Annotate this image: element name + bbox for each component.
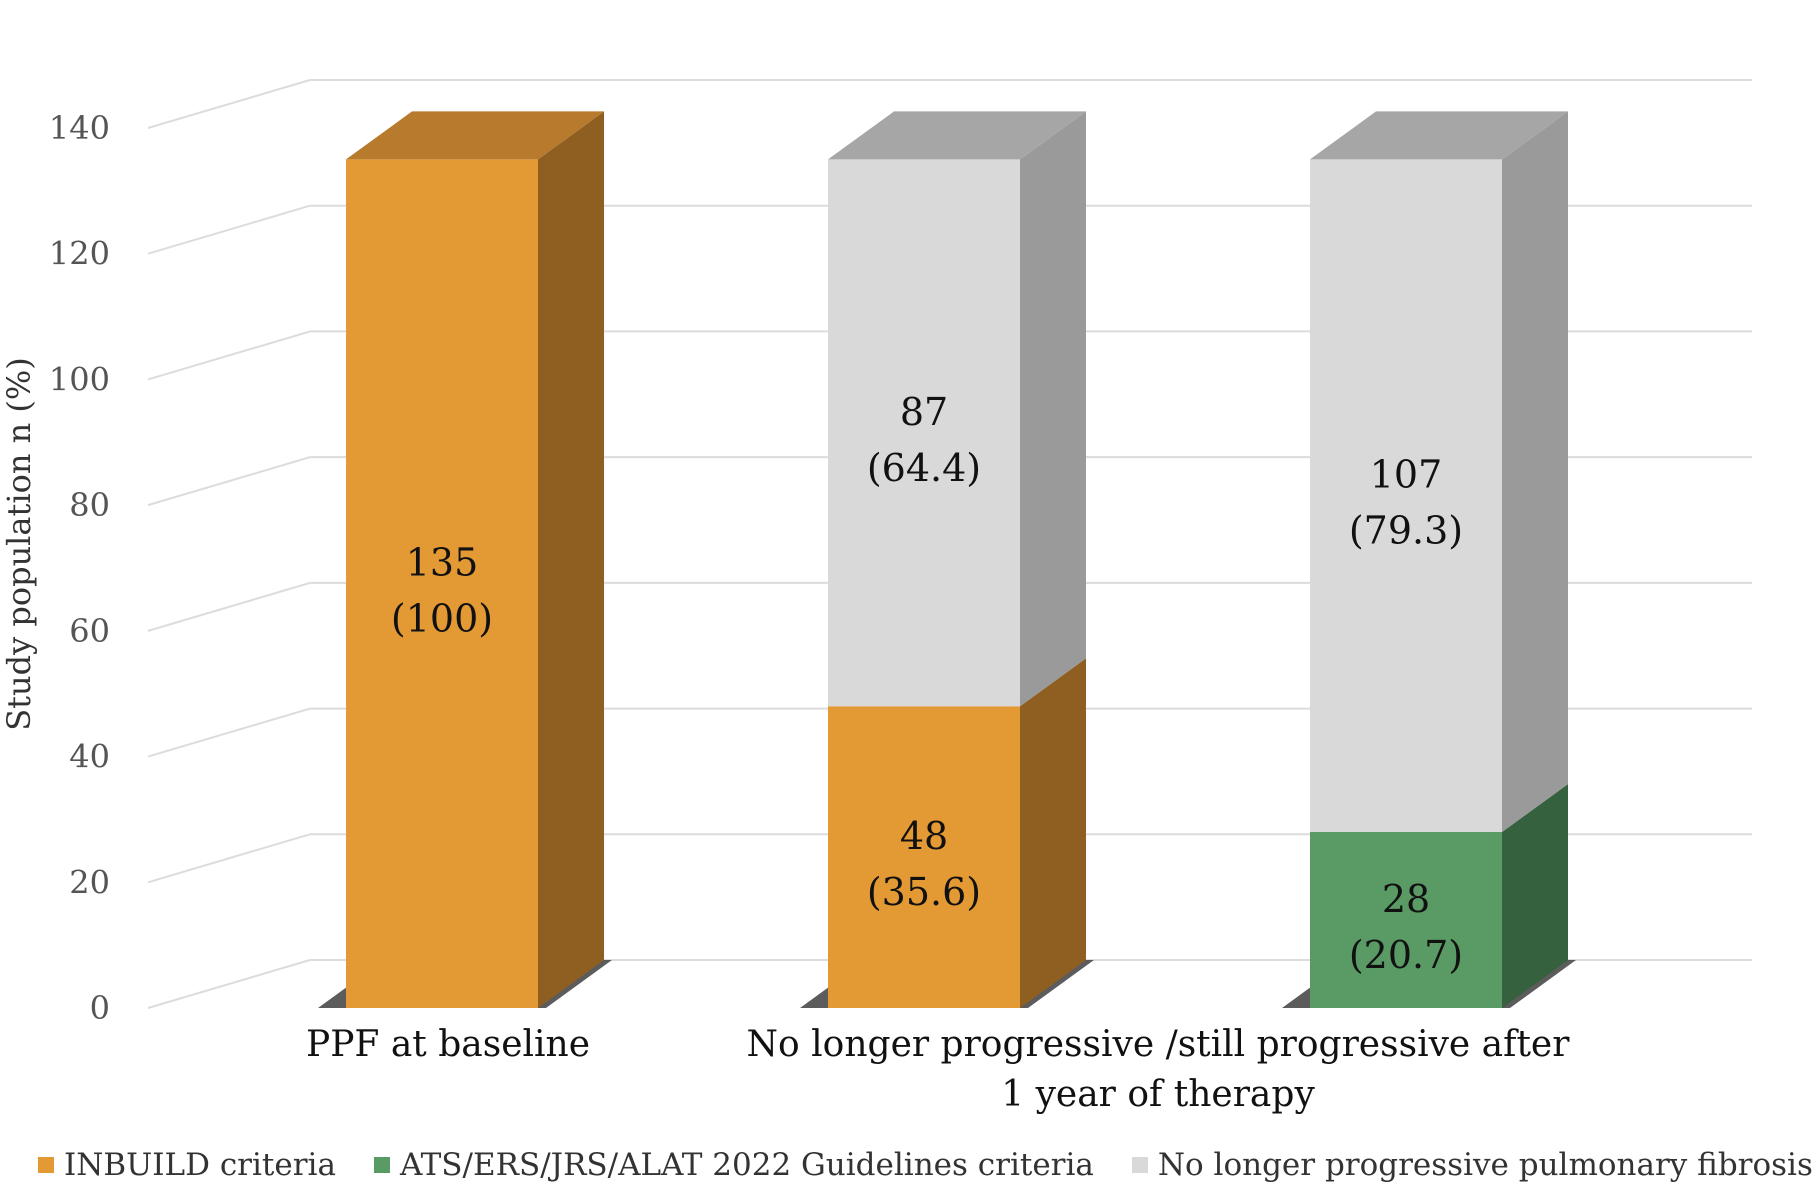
x-axis-labels: PPF at baseline No longer progressive /st… (306, 1024, 1570, 1115)
x-category-label: PPF at baseline (306, 1024, 590, 1065)
legend-swatch-ats-ers (373, 1157, 390, 1173)
bar-segment-front (828, 706, 1020, 1008)
y-tick-label: 40 (69, 738, 110, 776)
bar-segment: 135 (100) (346, 111, 604, 1008)
legend-label-ats-ers: ATS/ERS/JRS/ALAT 2022 Guidelines criteri… (399, 1147, 1094, 1183)
gridline-depth (147, 330, 311, 381)
y-tick-label: 140 (49, 109, 110, 147)
bar-segment-front (346, 159, 538, 1008)
data-label-percent: (20.7) (1349, 933, 1463, 977)
data-label-percent: (35.6) (867, 870, 981, 914)
bar-segment-side (1020, 111, 1086, 707)
legend-swatch-no-longer-progressive (1131, 1157, 1148, 1173)
y-tick-label: 20 (69, 863, 110, 901)
bars: 135 (100) 48 (35.6) 87 (64.4) 28 (20.7) 107 (79.3… (318, 111, 1576, 1008)
data-label-count: 107 (1370, 453, 1443, 497)
legend-item-no-longer-progressive: No longer progressive pulmonary fibrosis (1131, 1147, 1813, 1183)
gridline-depth (147, 581, 311, 632)
x-category-label: 1 year of therapy (1001, 1074, 1315, 1115)
x-category-label: No longer progressive /still progressive… (747, 1024, 1571, 1065)
y-tick-label: 100 (49, 360, 110, 398)
bar-3: 28 (20.7) 107 (79.3) (1282, 111, 1576, 1008)
gridline-depth (147, 707, 311, 758)
bar-1: 135 (100) (318, 111, 612, 1008)
bar-segment: 107 (79.3) (1310, 111, 1568, 832)
y-axis-ticks: 0 20 40 60 80 100 120 140 (49, 109, 110, 1027)
bar-2: 48 (35.6) 87 (64.4) (800, 111, 1094, 1008)
bar-segment-top (346, 111, 604, 160)
y-tick-label: 80 (69, 486, 110, 524)
gridline-depth (147, 833, 311, 884)
legend-item-inbuild: INBUILD criteria (38, 1147, 336, 1183)
y-tick-label: 120 (49, 235, 110, 273)
data-label-count: 48 (900, 814, 948, 858)
y-tick-label: 60 (69, 612, 110, 650)
y-axis-title: Study population n (%) (0, 357, 38, 731)
bar-segment: 48 (35.6) (828, 658, 1086, 1008)
bar-segment-side (1020, 658, 1086, 1008)
legend-item-ats-ers: ATS/ERS/JRS/ALAT 2022 Guidelines criteri… (373, 1147, 1094, 1183)
legend-label-inbuild: INBUILD criteria (64, 1147, 336, 1183)
bar-segment: 87 (64.4) (828, 111, 1086, 707)
bar-segment-side (1502, 111, 1568, 832)
data-label-count: 135 (406, 541, 479, 585)
gridline-depth (147, 79, 311, 129)
bar-segment-top (828, 111, 1086, 160)
gridline-depth (147, 204, 311, 255)
bar-segment-front (828, 159, 1020, 707)
bar-segment-front (1310, 832, 1502, 1008)
gridline-depth (147, 959, 311, 1009)
bar-segment-side (538, 111, 604, 1008)
bar-segment-top (1310, 111, 1568, 160)
legend: INBUILD criteria ATS/ERS/JRS/ALAT 2022 G… (38, 1143, 1813, 1187)
data-label-percent: (64.4) (867, 446, 981, 490)
bar-segment-side (1502, 784, 1568, 1008)
data-label-percent: (100) (391, 597, 493, 641)
bar-segment-front (1310, 159, 1502, 832)
gridline-depth (147, 456, 311, 507)
y-tick-label: 0 (90, 989, 110, 1027)
legend-label-no-longer-progressive: No longer progressive pulmonary fibrosis (1157, 1147, 1813, 1183)
data-label-percent: (79.3) (1349, 509, 1463, 553)
legend-swatch-inbuild (38, 1157, 54, 1173)
data-label-count: 28 (1382, 877, 1430, 921)
data-label-count: 87 (900, 390, 948, 434)
